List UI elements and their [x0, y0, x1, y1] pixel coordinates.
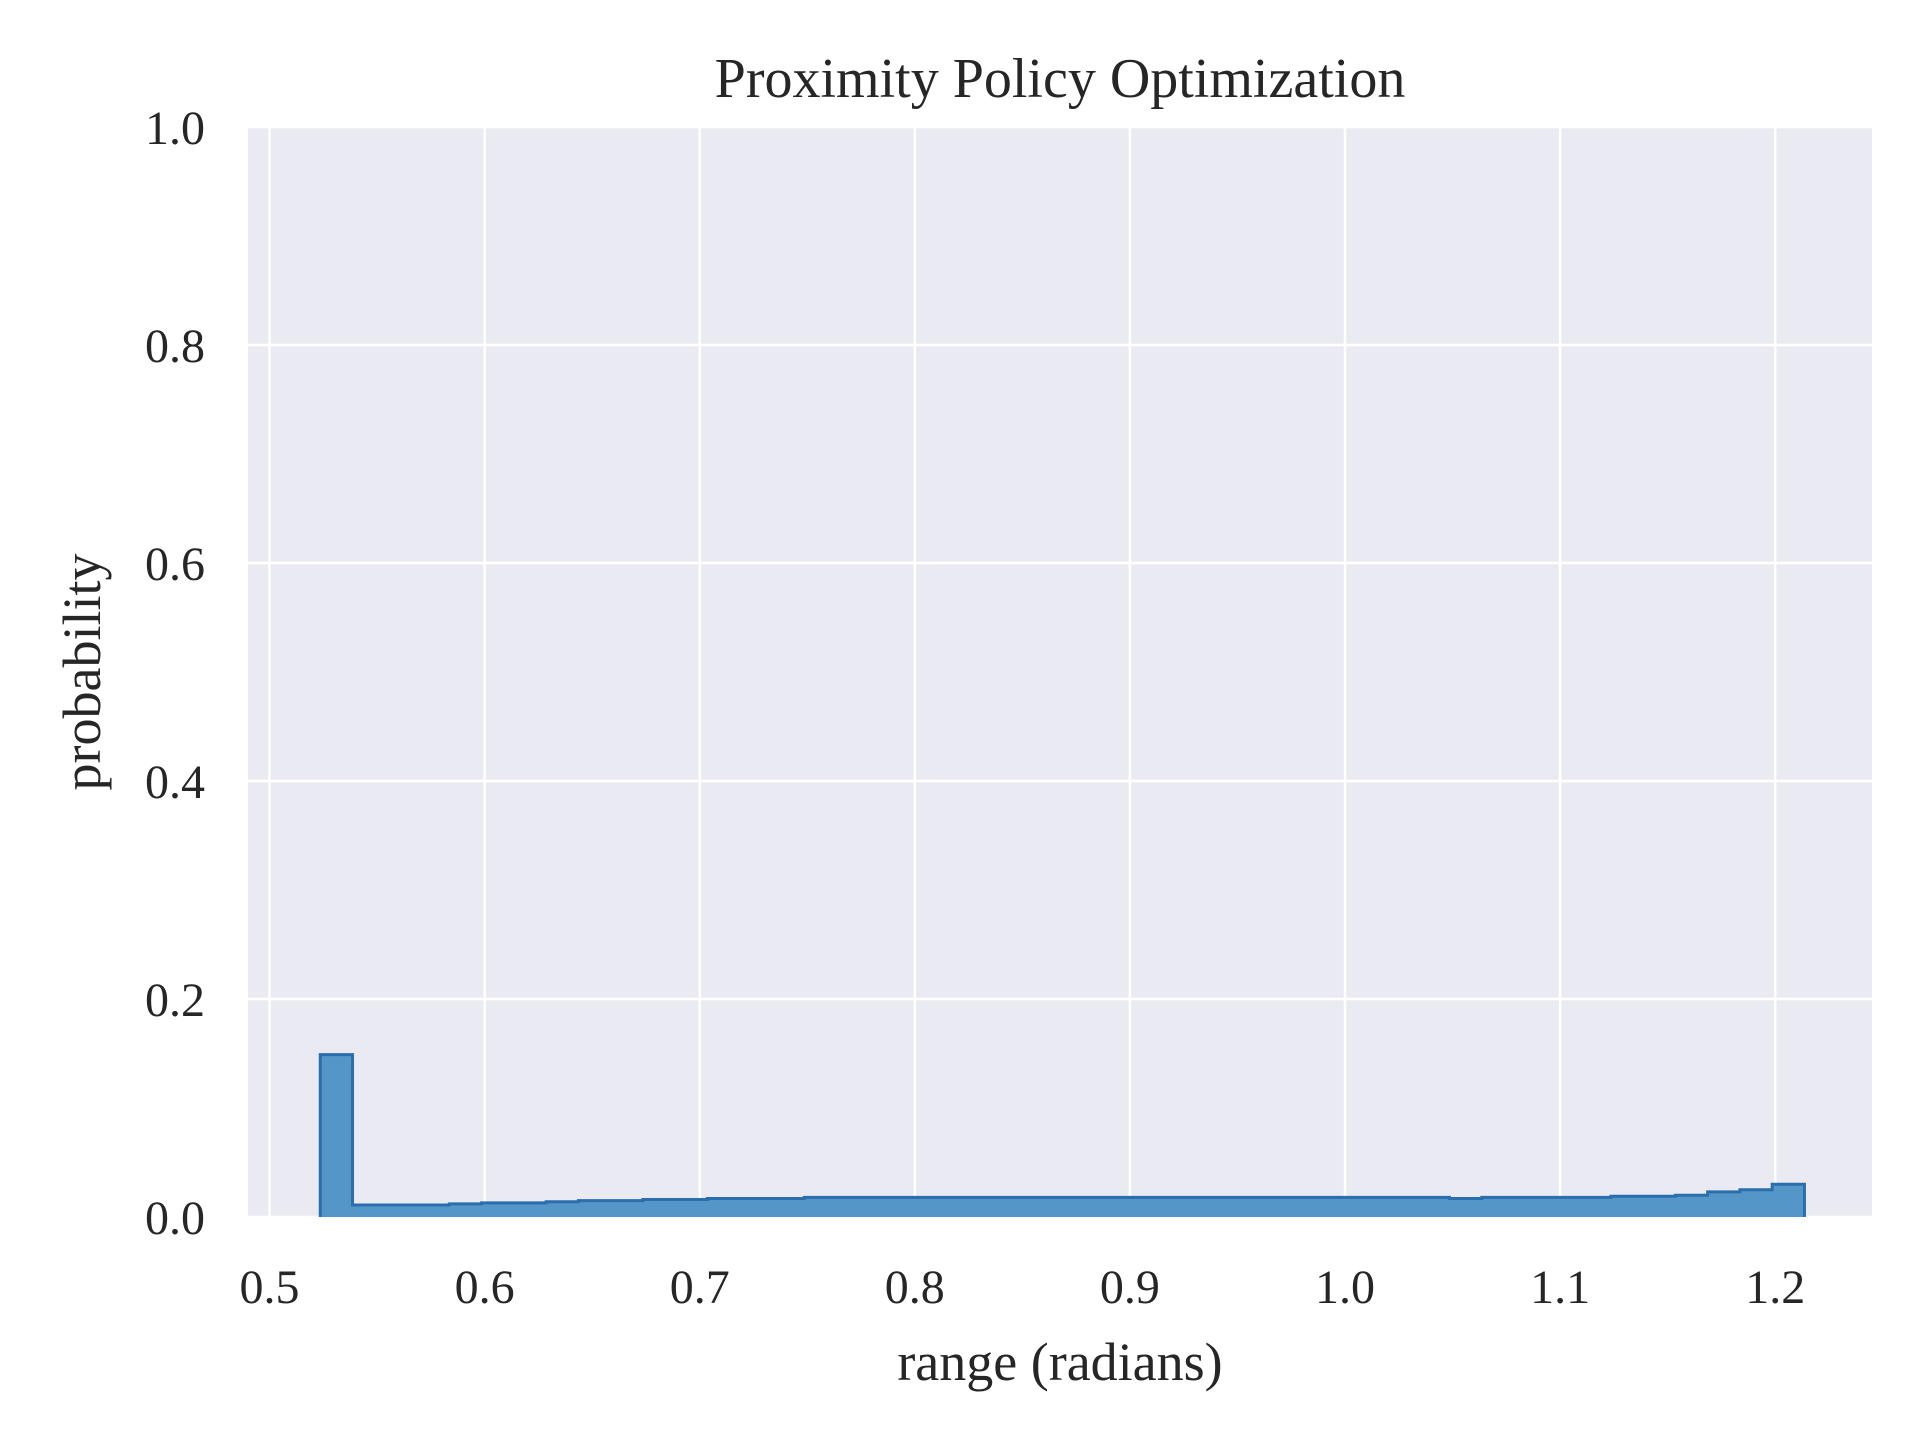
histogram-bar	[1126, 1197, 1160, 1217]
histogram-bar	[1675, 1195, 1709, 1217]
histogram-bar	[578, 1200, 612, 1217]
histogram-bar	[1191, 1197, 1225, 1217]
x-tick-label: 0.6	[455, 1261, 515, 1314]
x-tick-label: 0.5	[240, 1261, 300, 1314]
histogram-bar	[449, 1203, 483, 1217]
x-tick-label: 1.1	[1530, 1261, 1590, 1314]
chart-title: Proximity Policy Optimization	[715, 48, 1406, 110]
histogram-bar	[1288, 1197, 1322, 1217]
x-axis-label: range (radians)	[897, 1332, 1222, 1392]
histogram-bar	[1546, 1197, 1580, 1217]
histogram-bar	[771, 1198, 805, 1217]
histogram-bar	[868, 1197, 902, 1217]
histogram-bar	[546, 1201, 579, 1217]
histogram-bar	[1223, 1197, 1257, 1217]
histogram-bar	[675, 1199, 709, 1217]
y-tick-label: 0.6	[145, 538, 205, 591]
histogram-bar	[1707, 1191, 1741, 1217]
histogram-bar	[901, 1197, 934, 1217]
histogram-bar	[1255, 1197, 1289, 1217]
y-tick-label: 0.2	[145, 974, 205, 1027]
histogram-bar	[610, 1200, 644, 1217]
histogram-bar	[1159, 1197, 1193, 1217]
histogram-bar	[481, 1202, 515, 1217]
histogram-bar	[1481, 1197, 1515, 1217]
histogram-bar	[1610, 1196, 1644, 1217]
histogram-bar	[352, 1205, 386, 1217]
histogram-bar	[1643, 1196, 1676, 1217]
histogram-bar	[1320, 1197, 1354, 1217]
x-tick-label: 0.8	[885, 1261, 945, 1314]
histogram-bar	[1352, 1197, 1386, 1217]
histogram-bar	[1030, 1197, 1063, 1217]
histogram-bar	[997, 1197, 1031, 1217]
y-tick-label: 0.0	[145, 1192, 205, 1245]
x-tick-label: 1.0	[1315, 1261, 1375, 1314]
histogram-bar	[933, 1197, 967, 1217]
y-tick-labels: 0.0 0.2 0.4 0.6 0.8 1.0	[145, 102, 205, 1245]
x-tick-label: 0.7	[670, 1261, 730, 1314]
y-axis-label: probability	[52, 554, 112, 791]
histogram-bar	[1578, 1197, 1612, 1217]
histogram-bar	[1739, 1189, 1773, 1217]
histogram-bar	[836, 1197, 870, 1217]
plot-area	[248, 127, 1872, 1217]
histogram-bar	[1094, 1197, 1128, 1217]
histogram-bar	[417, 1205, 450, 1217]
y-tick-label: 0.8	[145, 320, 205, 373]
histogram-bar	[1449, 1198, 1483, 1217]
histogram-bar	[739, 1198, 773, 1217]
histogram-bar	[642, 1199, 676, 1217]
histogram-bar	[513, 1202, 547, 1217]
x-tick-label: 0.9	[1100, 1261, 1160, 1314]
histogram-bar	[707, 1198, 741, 1217]
histogram-bar	[1772, 1184, 1806, 1217]
histogram-bar	[1417, 1197, 1451, 1217]
histogram-bar	[1514, 1197, 1547, 1217]
x-tick-labels: 0.5 0.6 0.7 0.8 0.9 1.0 1.1 1.2	[240, 1261, 1806, 1314]
histogram-bar	[1385, 1197, 1418, 1217]
histogram-bar	[384, 1205, 418, 1217]
y-tick-label: 1.0	[145, 102, 205, 155]
histogram-bar	[320, 1054, 354, 1217]
histogram-bar	[804, 1197, 838, 1217]
x-tick-label: 1.2	[1745, 1261, 1805, 1314]
y-tick-label: 0.4	[145, 756, 205, 809]
histogram-bar	[965, 1197, 999, 1217]
grid-lines	[248, 125, 1872, 1219]
histogram-bar	[1062, 1197, 1096, 1217]
histogram-outline	[318, 1053, 1806, 1217]
histogram-bars	[320, 1054, 1806, 1217]
